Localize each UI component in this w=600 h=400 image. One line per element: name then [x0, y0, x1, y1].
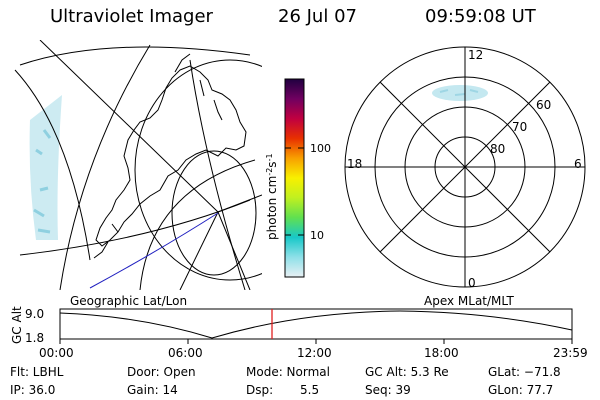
- filter-info: Flt: LBHL: [10, 365, 64, 379]
- mlt-label-12: 12: [468, 48, 483, 62]
- grid-line: [217, 211, 251, 290]
- ip-info: IP: 36.0: [10, 383, 56, 397]
- colorbar-unit-label: photon cm-2s-1: [265, 153, 280, 240]
- grid-line: [39, 40, 219, 213]
- colorbar: 100 10 photon cm-2s-1: [265, 78, 331, 278]
- x-tick-2359: 23:59: [553, 346, 588, 360]
- gc-alt-ylabel: GC Alt: [10, 306, 24, 344]
- dsp-value: 5.5: [300, 383, 320, 397]
- earth-limb-arc: [19, 46, 251, 66]
- geographic-panel-label: Geographic Lat/Lon: [70, 294, 187, 308]
- y-tick-9: 9.0: [25, 307, 44, 321]
- x-tick-0600: 06:00: [168, 346, 203, 360]
- geographic-map: [14, 40, 262, 290]
- glon-info: GLon: 77.7: [488, 383, 554, 397]
- grid-line: [189, 59, 246, 290]
- glat-info: GLat: −71.8: [488, 365, 561, 379]
- mode-info: Mode: Normal: [246, 365, 330, 379]
- y-tick-1-8: 1.8: [25, 331, 44, 345]
- gain-info: Gain: 14: [127, 383, 178, 397]
- grid-line: [14, 69, 91, 261]
- gc-alt-plot: GC Alt 9.0 1.8 00:00 06:00 12:00 18:00 2…: [10, 306, 588, 360]
- colorbar-fill: [284, 78, 305, 278]
- seq-info: Seq: 39: [365, 383, 411, 397]
- aurora-patch-polar: [432, 85, 488, 101]
- polar-plot: 12 18 6 0 60 70 80: [344, 46, 586, 290]
- orbit-track: [89, 212, 219, 289]
- grid-line: [179, 211, 219, 290]
- x-tick-0000: 00:00: [39, 346, 74, 360]
- door-info: Door: Open: [127, 365, 196, 379]
- gc-alt-curve: [59, 310, 573, 339]
- apex-panel-label: Apex MLat/MLT: [424, 294, 514, 308]
- colorbar-tick-100: 100: [310, 142, 331, 155]
- x-tick-1800: 18:00: [424, 346, 459, 360]
- grid-line: [59, 44, 151, 290]
- latitude-circle: [134, 59, 262, 281]
- mlat-label-80: 80: [490, 142, 505, 156]
- mlat-label-70: 70: [512, 120, 527, 134]
- latitude-circle: [171, 150, 257, 276]
- x-tick-1200: 12:00: [297, 346, 332, 360]
- gc-alt-info: GC Alt: 5.3 Re: [365, 365, 449, 379]
- mlat-label-60: 60: [536, 98, 551, 112]
- mlt-label-0: 0: [468, 276, 476, 290]
- instrument-title: Ultraviolet Imager: [50, 6, 213, 27]
- dsp-label: Dsp:: [246, 383, 274, 397]
- mlt-label-6: 6: [574, 157, 582, 171]
- mlt-label-18: 18: [347, 157, 362, 171]
- aurora-patch-left: [29, 95, 63, 240]
- grid-line: [139, 159, 256, 290]
- coastline: [95, 65, 247, 247]
- date-label: 26 Jul 07: [278, 6, 357, 27]
- time-label: 09:59:08 UT: [425, 6, 536, 27]
- colorbar-tick-10: 10: [310, 229, 324, 242]
